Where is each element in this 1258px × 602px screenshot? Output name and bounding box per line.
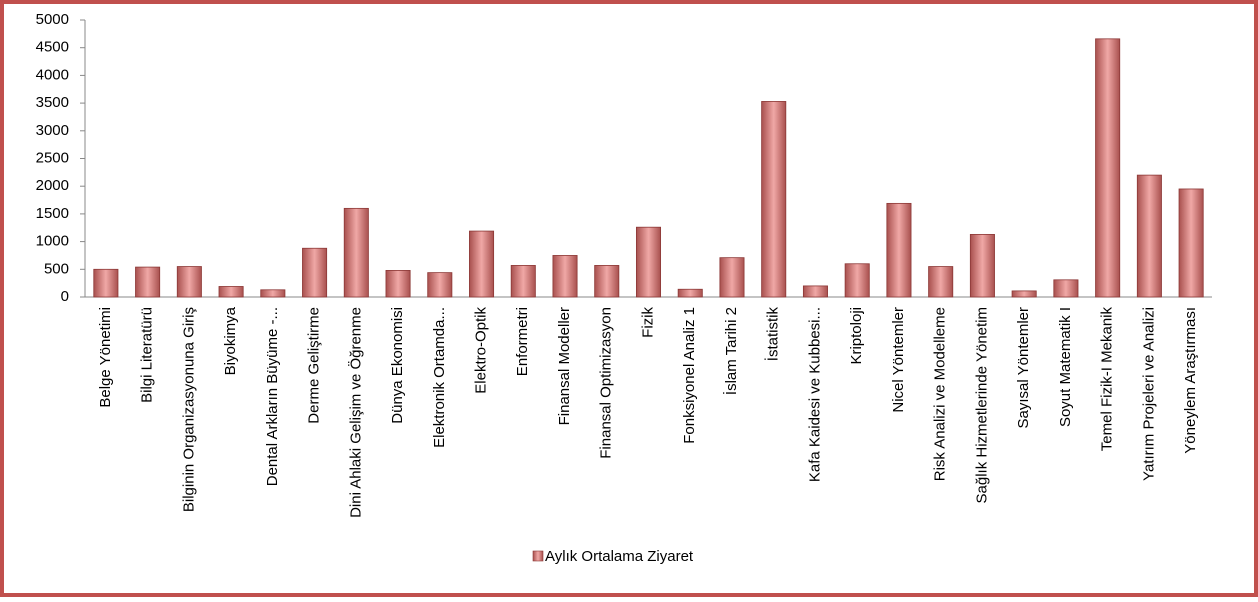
bar — [427, 272, 453, 298]
x-tick-label: Dental Arkların Büyüme -... — [264, 307, 281, 486]
bar — [969, 233, 995, 298]
y-tick-label: 2500 — [36, 149, 69, 166]
x-tick-label: Dünya Ekonomisi — [389, 307, 406, 424]
bar — [260, 289, 286, 298]
bar — [93, 268, 119, 298]
x-tick-label: Temel Fizik-I Mekanik — [1099, 307, 1116, 452]
bar — [886, 202, 912, 298]
legend-label: Aylık Ortalama Ziyaret — [545, 548, 694, 565]
y-tick-label: 2000 — [36, 177, 69, 194]
bar — [176, 266, 202, 298]
x-tick-label: Risk Analizi ve Modelleme — [932, 307, 949, 481]
bar — [218, 286, 244, 298]
bar — [677, 288, 703, 298]
x-tick-label: İstatistik — [764, 307, 782, 362]
x-tick-label: Elektro-Optik — [473, 307, 490, 394]
x-tick-label: Sayısal Yöntemler — [1015, 307, 1032, 428]
x-tick-label: Finansal Optimizasyon — [598, 307, 615, 459]
y-tick-label: 1000 — [36, 233, 69, 250]
bar — [552, 255, 578, 298]
bar — [1011, 290, 1037, 298]
x-tick-label: Belge Yönetimi — [97, 307, 114, 408]
bar — [1053, 279, 1079, 298]
bar — [510, 265, 536, 298]
bar — [1136, 174, 1162, 298]
x-tick-label: Fonksiyonel Analiz 1 — [681, 307, 698, 444]
y-tick-label: 5000 — [36, 11, 69, 28]
x-tick-label: Kafa Kaidesi ve Kubbesi... — [806, 307, 823, 482]
x-tick-label: Elektronik Ortamda... — [431, 307, 448, 448]
x-tick-label: Nicel Yöntemler — [890, 307, 907, 413]
bar — [385, 270, 411, 298]
bar — [343, 207, 369, 298]
y-tick-label: 0 — [61, 288, 69, 305]
y-tick-label: 1500 — [36, 205, 69, 222]
y-tick-label: 3500 — [36, 94, 69, 111]
x-tick-label: Bilginin Organizasyonuna Giriş — [180, 307, 197, 512]
bar — [844, 263, 870, 298]
bar — [469, 230, 495, 298]
x-tick-label: Enformetri — [514, 307, 531, 376]
x-tick-label: Bilgi Literatürü — [139, 307, 156, 403]
y-tick-label: 500 — [44, 260, 69, 277]
x-tick-label: Fizik — [639, 307, 656, 338]
x-tick-label: Dini Ahlaki Gelişim ve Öğrenme — [346, 307, 364, 518]
y-tick-label: 3000 — [36, 122, 69, 139]
x-tick-label: Derme Geliştirme — [306, 307, 323, 424]
x-tick-label: Finansal Modeller — [556, 307, 573, 425]
bar — [635, 226, 662, 298]
bar — [719, 257, 745, 298]
y-tick-label: 4500 — [36, 39, 69, 56]
legend-swatch — [532, 550, 544, 562]
bar — [761, 101, 787, 298]
x-tick-label: Biyokimya — [222, 306, 239, 375]
x-tick-label: İslam Tarihi 2 — [722, 307, 740, 395]
x-tick-label: Sağlık Hizmetlerinde Yönetim — [973, 307, 990, 503]
x-tick-label: Yöneylem Araştırması — [1182, 307, 1199, 454]
bar — [135, 266, 161, 298]
x-tick-label: Soyut Matematik I — [1057, 307, 1074, 427]
y-tick-label: 4000 — [36, 66, 69, 83]
bar — [1178, 188, 1204, 298]
bar — [1095, 38, 1121, 298]
bar — [302, 247, 328, 298]
x-tick-label: Yatırım Projeleri ve Analizi — [1140, 307, 1157, 481]
bar — [802, 285, 828, 298]
bar — [594, 265, 620, 298]
bar — [928, 266, 954, 298]
x-tick-label: Kriptoloji — [848, 307, 865, 365]
